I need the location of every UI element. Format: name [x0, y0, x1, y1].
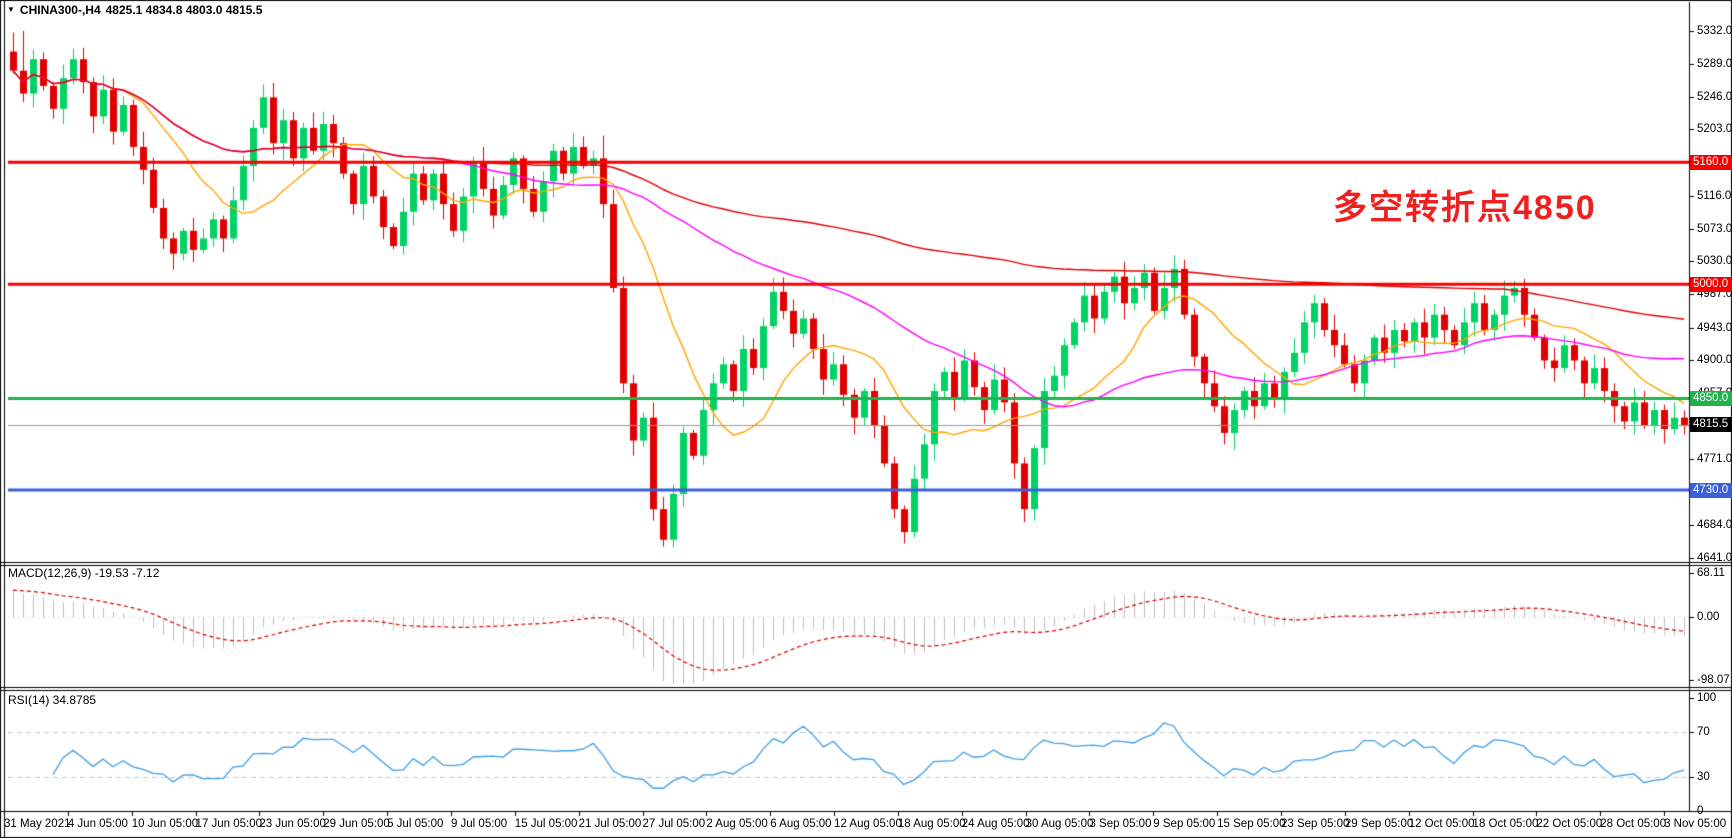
time-axis-label: 2 Aug 05:00 [706, 818, 768, 830]
time-axis-label: 6 Aug 05:00 [770, 818, 832, 830]
time-axis-label: 23 Jun 05:00 [259, 818, 326, 830]
price-tick-label: 5030.0 [1697, 255, 1732, 268]
price-tick-label: 5116.0 [1697, 189, 1732, 202]
symbol-collapse-arrow-icon[interactable]: ▼ [7, 5, 15, 14]
price-tick-label: 4771.0 [1697, 452, 1732, 465]
time-axis-label: 3 Nov 05:00 [1664, 818, 1727, 830]
header-ohlc-values: 4825.1 4834.8 4803.0 4815.5 [105, 3, 263, 17]
time-axis-label: 9 Sep 05:00 [1153, 818, 1216, 830]
time-axis-label: 28 Oct 05:00 [1600, 818, 1667, 830]
time-axis-label: 24 Aug 05:00 [961, 818, 1030, 830]
time-axis-label: 18 Aug 05:00 [897, 818, 966, 830]
chart-header: ▼ CHINA300-,H4 4825.1 4834.8 4803.0 4815… [7, 3, 262, 17]
price-level-badge: 5160.0 [1690, 154, 1732, 170]
time-axis-label: 15 Jul 05:00 [514, 818, 578, 830]
price-tick-label: 5203.0 [1697, 123, 1732, 136]
time-axis-label: 22 Oct 05:00 [1536, 818, 1603, 830]
price-tick-label: 5073.0 [1697, 222, 1732, 235]
rsi-tick-label: 70 [1697, 725, 1710, 738]
macd-tick-label: -98.07 [1697, 674, 1730, 687]
time-axis-label: 4 Jun 05:00 [67, 818, 128, 830]
price-tick-label: 4684.0 [1697, 519, 1732, 532]
price-level-badge: 5000.0 [1690, 276, 1732, 292]
time-axis-label: 17 Jun 05:00 [195, 818, 263, 830]
price-tick-label: 4641.0 [1697, 552, 1732, 564]
time-axis-label: 10 Jun 05:00 [131, 818, 199, 830]
rsi-indicator-label: RSI(14) 34.8785 [8, 693, 97, 707]
time-axis-label: 5 Jul 05:00 [387, 818, 444, 830]
time-axis-label: 23 Sep 05:00 [1281, 818, 1350, 830]
time-axis-label: 27 Jul 05:00 [642, 818, 706, 830]
price-level-badge: 4850.0 [1690, 391, 1732, 407]
price-tick-label: 5246.0 [1697, 90, 1732, 103]
time-axis-label: 29 Jun 05:00 [323, 818, 390, 830]
time-axis-label: 12 Aug 05:00 [834, 818, 902, 830]
time-axis-label: 21 Jul 05:00 [578, 818, 642, 830]
time-axis-label: 3 Sep 05:00 [1089, 818, 1152, 830]
time-axis-label: 9 Jul 05:00 [450, 818, 508, 830]
rsi-tick-label: 0 [1697, 805, 1704, 817]
macd-tick-label: 0.00 [1697, 611, 1720, 623]
macd-tick-label: 68.11 [1697, 567, 1725, 579]
price-tick-label: 4943.0 [1697, 321, 1732, 334]
rsi-tick-label: 100 [1697, 692, 1717, 704]
symbol-period-label: CHINA300-,H4 [19, 3, 101, 17]
time-axis-label: 31 May 2021 [4, 818, 71, 830]
time-axis-label: 12 Oct 05:00 [1408, 818, 1475, 830]
time-axis-label: 30 Aug 05:00 [1025, 818, 1094, 830]
time-axis-label: 18 Oct 05:00 [1472, 818, 1539, 830]
price-tick-label: 5332.0 [1697, 25, 1732, 37]
price-tick-label: 4900.0 [1697, 354, 1732, 367]
time-axis-label: 15 Sep 05:00 [1217, 818, 1286, 830]
price-tick-label: 5289.0 [1697, 57, 1732, 70]
price-level-badge: 4730.0 [1690, 482, 1732, 498]
time-axis-label: 29 Sep 05:00 [1344, 818, 1414, 830]
price-level-badge: 4815.5 [1690, 417, 1732, 433]
rsi-tick-label: 30 [1697, 771, 1710, 784]
macd-indicator-label: MACD(12,26,9) -19.53 -7.12 [8, 566, 160, 580]
annotation-text: 多空转折点4850 [1333, 189, 1597, 227]
